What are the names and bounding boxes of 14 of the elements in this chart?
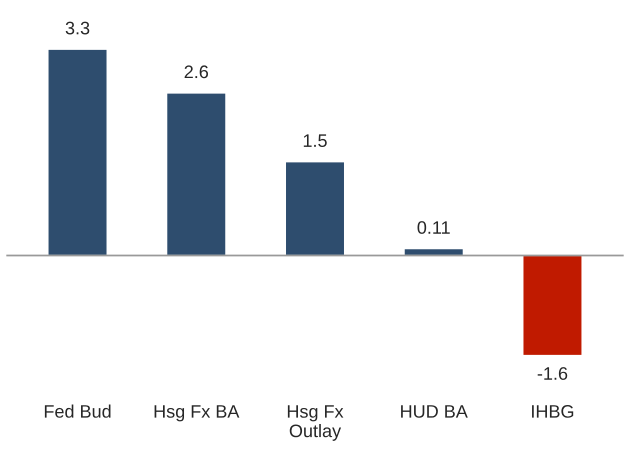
bar (522, 254, 583, 356)
bar (166, 92, 227, 256)
x-tick-label: HUD BA (401, 405, 468, 418)
x-tick-label: Fed Bud (44, 404, 111, 418)
bar (47, 48, 108, 256)
x-tick-label: Hsg Fx Outlay (288, 405, 344, 441)
x-tick-label: IHBG (532, 405, 574, 418)
bar (284, 160, 346, 256)
data-label: -1.6 (538, 367, 568, 380)
x-tick-label: Hsg Fx BA (154, 405, 240, 422)
data-label: 1.5 (304, 134, 327, 148)
data-label: 3.3 (66, 22, 90, 34)
data-label: 2.6 (184, 65, 208, 78)
data-label: 0.11 (418, 221, 450, 234)
